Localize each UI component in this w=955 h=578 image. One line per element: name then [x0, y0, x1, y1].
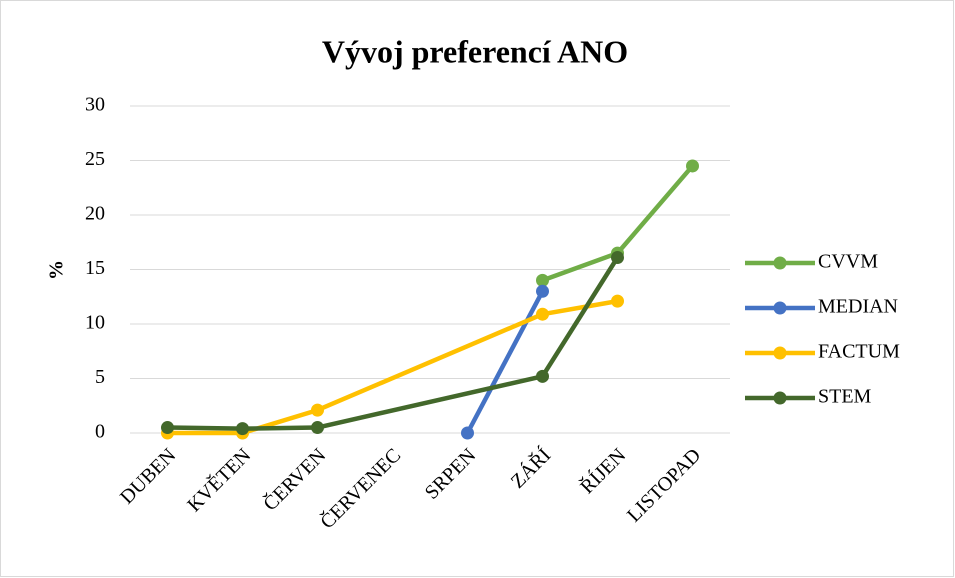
point: [311, 403, 324, 417]
point: [536, 284, 549, 298]
point: [686, 159, 699, 173]
y-tick-label: 30: [85, 94, 105, 116]
point: [161, 421, 174, 435]
y-tick-label: 5: [95, 366, 105, 388]
point: [311, 421, 324, 435]
legend-marker: [773, 256, 787, 270]
y-axis-label: %: [46, 260, 68, 280]
legend-label: STEM: [818, 386, 872, 408]
line-segment: [540, 298, 620, 317]
legend-marker: [773, 301, 787, 315]
chart-title: Vývoj preferencí ANO: [322, 33, 628, 69]
point: [536, 369, 549, 383]
line-segment: [165, 425, 245, 431]
y-tick-label: 0: [95, 421, 105, 443]
y-tick-label: 20: [85, 203, 105, 225]
point: [536, 273, 549, 287]
line-segment: [540, 250, 620, 283]
legend-marker: [773, 346, 787, 360]
legend-label: CVVM: [818, 251, 878, 273]
point: [536, 307, 549, 321]
y-tick-label: 15: [85, 257, 105, 279]
legend-label: FACTUM: [818, 341, 900, 363]
point: [611, 294, 624, 308]
legend-marker: [773, 391, 787, 405]
line-segment: [615, 163, 695, 256]
line-segment: [465, 289, 545, 436]
line-segment: [540, 255, 620, 379]
y-tick-label: 25: [85, 148, 105, 170]
line-segment: [240, 425, 320, 431]
point: [611, 251, 624, 265]
point: [461, 426, 474, 440]
line-segment: [315, 374, 545, 430]
legend-label: MEDIAN: [818, 296, 898, 318]
line-segment: [315, 311, 545, 413]
point: [236, 422, 249, 436]
y-tick-label: 10: [85, 312, 105, 334]
